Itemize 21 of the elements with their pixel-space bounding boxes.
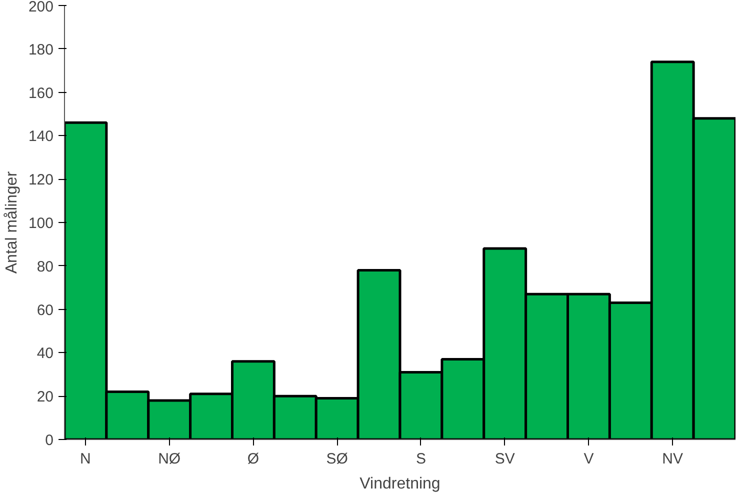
- y-tick-label: 80: [36, 258, 54, 276]
- y-tick-label: 140: [28, 128, 54, 146]
- y-axis-title: Antal målinger: [3, 170, 20, 274]
- x-axis-title: Vindretning: [360, 476, 440, 492]
- x-tick-label: Ø: [247, 450, 260, 468]
- x-tick-label: SV: [494, 450, 515, 468]
- y-tick-label: 60: [36, 302, 54, 319]
- y-tick-label: 160: [28, 84, 54, 102]
- y-tick-label: 0: [45, 432, 54, 449]
- y-tick-label: 200: [28, 0, 54, 16]
- x-tick-label: SØ: [326, 450, 348, 468]
- y-tick-label: 180: [28, 41, 54, 58]
- y-tick-label: 20: [36, 388, 54, 406]
- x-tick-label: S: [416, 450, 426, 468]
- x-tick-label: N: [80, 450, 91, 468]
- y-tick-label: 120: [28, 172, 54, 189]
- y-tick-label: 40: [36, 345, 54, 362]
- x-tick-label: NØ: [158, 450, 181, 468]
- y-tick-label: 100: [28, 215, 54, 232]
- x-tick-label: NV: [662, 450, 684, 468]
- x-tick-label: V: [584, 450, 594, 468]
